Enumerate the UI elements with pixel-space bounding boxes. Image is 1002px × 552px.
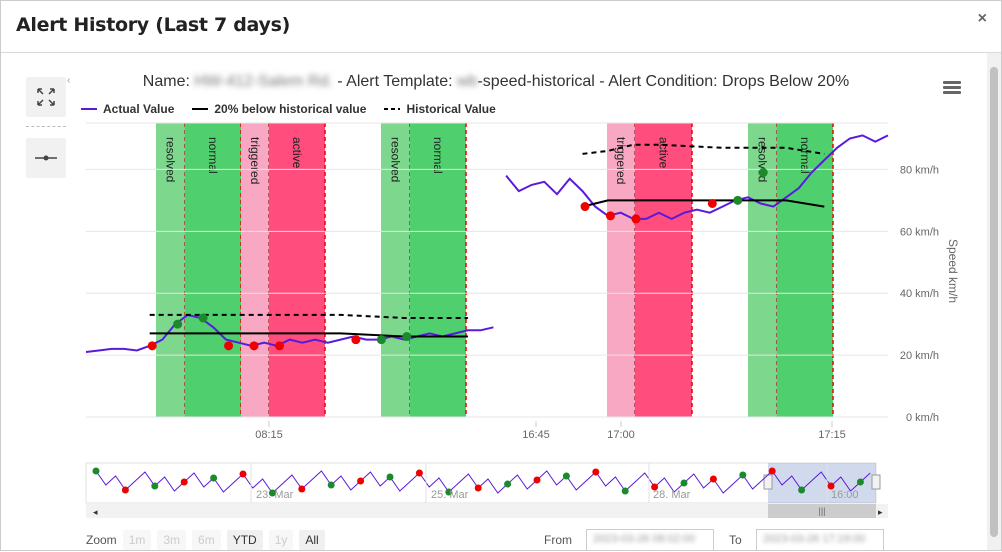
navigator-marker: [768, 467, 776, 475]
navigator-marker: [533, 476, 541, 484]
navigator-marker: [445, 488, 453, 496]
navigator-marker: [327, 481, 335, 489]
nav-label: 23. Mar: [256, 489, 294, 501]
scroll-right-icon[interactable]: ▸: [878, 507, 883, 517]
from-date-input[interactable]: 2023-03-26 08:02:00: [586, 529, 714, 551]
chart-title-template-suffix: -speed-historical - Alert Condition: Dro…: [477, 73, 850, 90]
to-date-input[interactable]: 2023-03-26 17:19:00: [756, 529, 884, 551]
hamburger-icon-bar: [943, 91, 961, 94]
navigator-marker: [92, 467, 100, 475]
expand-icon: [37, 88, 55, 106]
chart-menu-button[interactable]: [943, 81, 961, 95]
navigator-frame: [85, 462, 877, 504]
nav-label: 28. Mar: [653, 489, 691, 501]
navigator-marker: [121, 486, 129, 494]
navigator-marker: [504, 480, 512, 488]
navigator-handle-right[interactable]: [871, 474, 881, 490]
navigator-marker: [856, 478, 864, 486]
navigator-marker: [562, 472, 570, 480]
from-label: From: [544, 533, 572, 547]
to-label: To: [729, 533, 742, 547]
navigator-marker: [709, 475, 717, 483]
navigator-marker: [210, 474, 218, 482]
nav-label: 25. Mar: [431, 489, 469, 501]
from-date-value: 2023-03-26 08:02:00: [593, 533, 696, 545]
chart-title-name-redacted: HW-412-Salem Rd.: [194, 73, 333, 90]
legend-label: Historical Value: [406, 102, 496, 116]
legend-label: Actual Value: [103, 102, 175, 116]
fullscreen-button[interactable]: [26, 77, 66, 117]
navigator-marker: [474, 484, 482, 492]
legend-item-actual[interactable]: Actual Value: [81, 102, 174, 116]
scroll-left-icon[interactable]: ◂: [93, 507, 98, 517]
modal-title: Alert History (Last 7 days): [16, 14, 290, 36]
navigator-marker: [651, 483, 659, 491]
chart-title-name-prefix: Name:: [142, 73, 190, 90]
legend-item-historical[interactable]: Historical Value: [384, 102, 496, 116]
navigator-marker: [151, 482, 159, 490]
scroll-grip-icon: |||: [818, 506, 825, 516]
close-button[interactable]: ×: [977, 10, 987, 27]
toolbar-separator: [26, 126, 66, 127]
pan-icon: [35, 155, 57, 161]
collapse-toolbar-icon[interactable]: ‹: [67, 75, 71, 86]
zoom-label: Zoom: [86, 533, 117, 547]
navigator-marker: [621, 487, 629, 495]
zoom-ytd-button[interactable]: YTD: [226, 530, 263, 550]
modal-header: Alert History (Last 7 days) ×: [1, 1, 1001, 53]
chart-legend: Actual Value 20% below historical value …: [81, 102, 496, 116]
navigator-marker: [592, 468, 600, 476]
chart-title-template-prefix: - Alert Template:: [337, 73, 453, 90]
navigator-marker: [268, 489, 276, 497]
navigator-marker: [357, 477, 365, 485]
modal-scrollbar[interactable]: [987, 53, 1001, 550]
legend-item-threshold[interactable]: 20% below historical value: [192, 102, 366, 116]
navigator-scrollbar-thumb[interactable]: [768, 504, 876, 518]
navigator-marker: [298, 485, 306, 493]
navigator-marker: [827, 482, 835, 490]
hamburger-icon-bar: [943, 86, 961, 89]
zoom-all-button[interactable]: All: [299, 530, 325, 550]
nav-label: 16:00: [831, 489, 859, 501]
navigator-series: [92, 467, 871, 497]
zoom-6m-button[interactable]: 6m: [192, 530, 221, 550]
legend-label: 20% below historical value: [214, 102, 367, 116]
navigator-marker: [798, 486, 806, 494]
zoom-1y-button[interactable]: 1y: [268, 530, 294, 550]
navigator-marker: [386, 473, 394, 481]
range-selector: Zoom 1m 3m 6m YTD 1y All: [86, 530, 325, 550]
zoom-3m-button[interactable]: 3m: [157, 530, 187, 550]
navigator-marker: [680, 479, 688, 487]
modal-scrollbar-thumb[interactable]: [990, 67, 998, 537]
navigator-marker: [239, 470, 247, 478]
hamburger-icon: [943, 81, 961, 84]
navigator-scrollbar[interactable]: [86, 504, 888, 518]
pan-button[interactable]: [26, 138, 66, 178]
navigator-marker: [739, 471, 747, 479]
zoom-1m-button[interactable]: 1m: [122, 530, 152, 550]
to-date-value: 2023-03-26 17:19:00: [763, 533, 866, 545]
navigator-marker: [180, 478, 188, 486]
chart-title: Name: HW-412-Salem Rd. - Alert Template:…: [86, 73, 906, 91]
navigator-marker: [415, 469, 423, 477]
chart-title-template-redacted: wb: [457, 73, 478, 90]
